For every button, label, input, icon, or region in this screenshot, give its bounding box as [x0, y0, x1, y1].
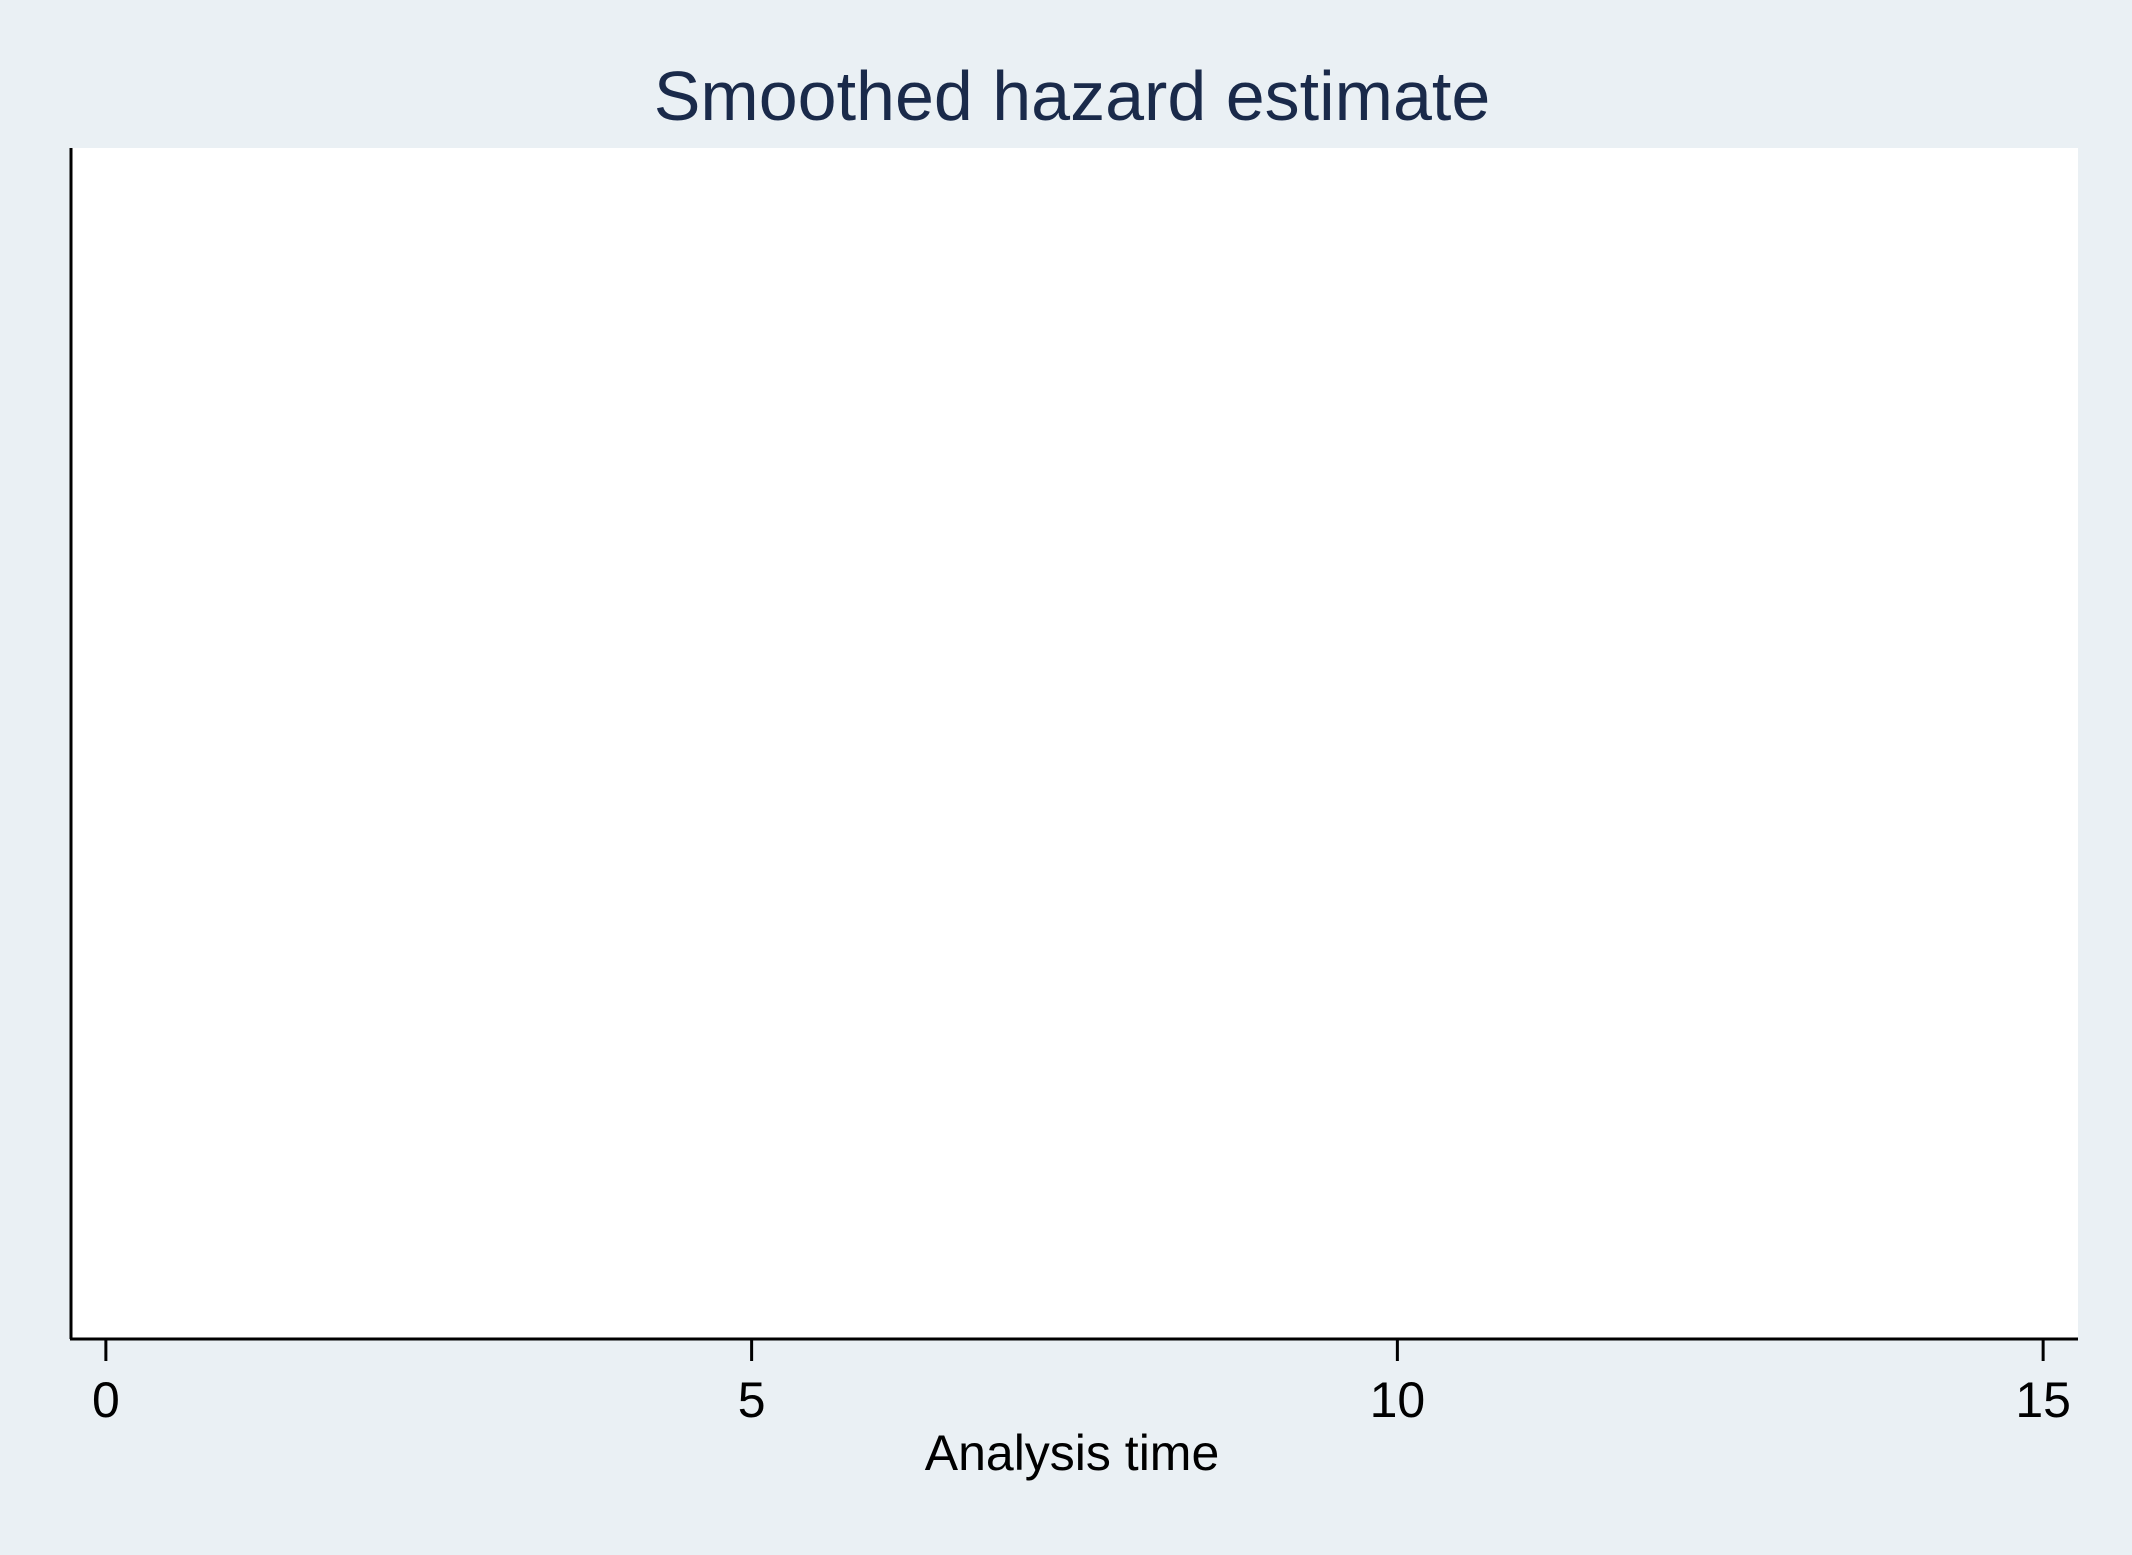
x-tick-label: 5 — [738, 1372, 766, 1428]
x-tick-label: 15 — [2015, 1372, 2071, 1428]
chart-title: Smoothed hazard estimate — [654, 57, 1491, 135]
plot-region — [71, 148, 2078, 1338]
x-tick-label: 10 — [1370, 1372, 1426, 1428]
x-axis-label: Analysis time — [925, 1425, 1220, 1481]
x-axis-ticks: 0 5 10 15 — [92, 1339, 2071, 1428]
x-tick-label: 0 — [92, 1372, 120, 1428]
